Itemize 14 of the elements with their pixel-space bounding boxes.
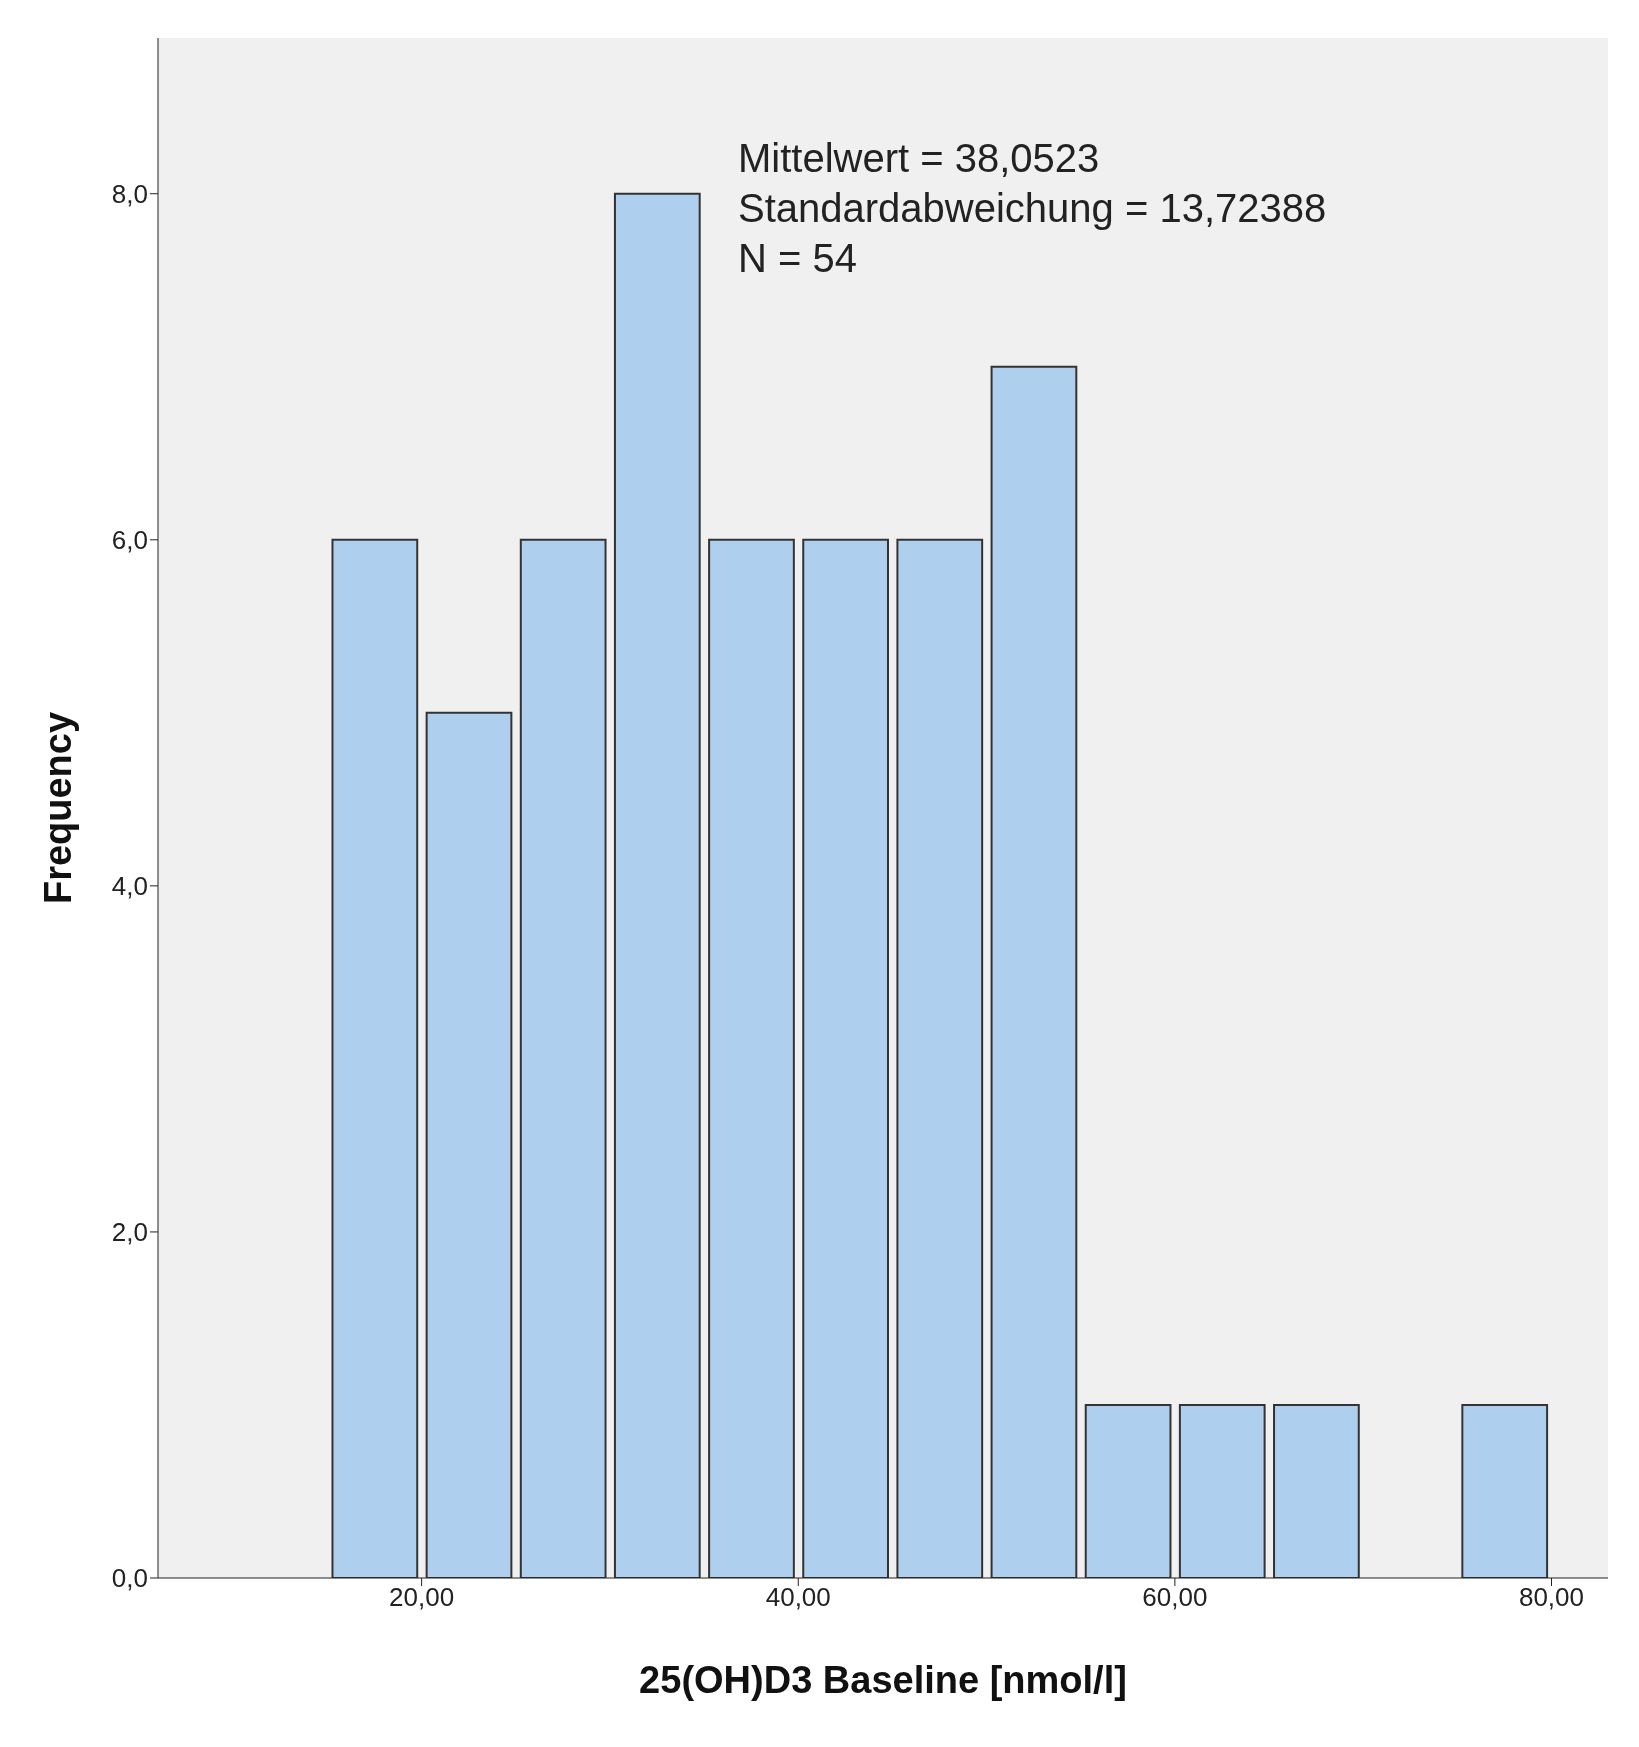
annotation: Mittelwert = 38,0523	[738, 135, 1101, 182]
y-tick-label: 4,0	[111, 871, 148, 902]
y-tick-label: 6,0	[111, 525, 148, 556]
y-tick-label: 2,0	[111, 1217, 148, 1248]
y-axis-title: Frequency	[37, 711, 80, 905]
x-axis-title: 25(OH)D3 Baseline [nmol/l]	[639, 1659, 1127, 1701]
x-tick-label: 80,00	[1518, 1582, 1585, 1613]
x-tick-label: 40,00	[765, 1582, 831, 1613]
annotation: N = 54	[738, 235, 858, 282]
y-tick-label: 0,0	[111, 1563, 148, 1594]
y-tick-label: 8,0	[111, 178, 148, 209]
annotation: Standardabweichung = 13,72388	[738, 185, 1327, 232]
x-tick-label: 60,00	[1142, 1582, 1208, 1613]
x-tick-label: 20,00	[389, 1582, 455, 1613]
